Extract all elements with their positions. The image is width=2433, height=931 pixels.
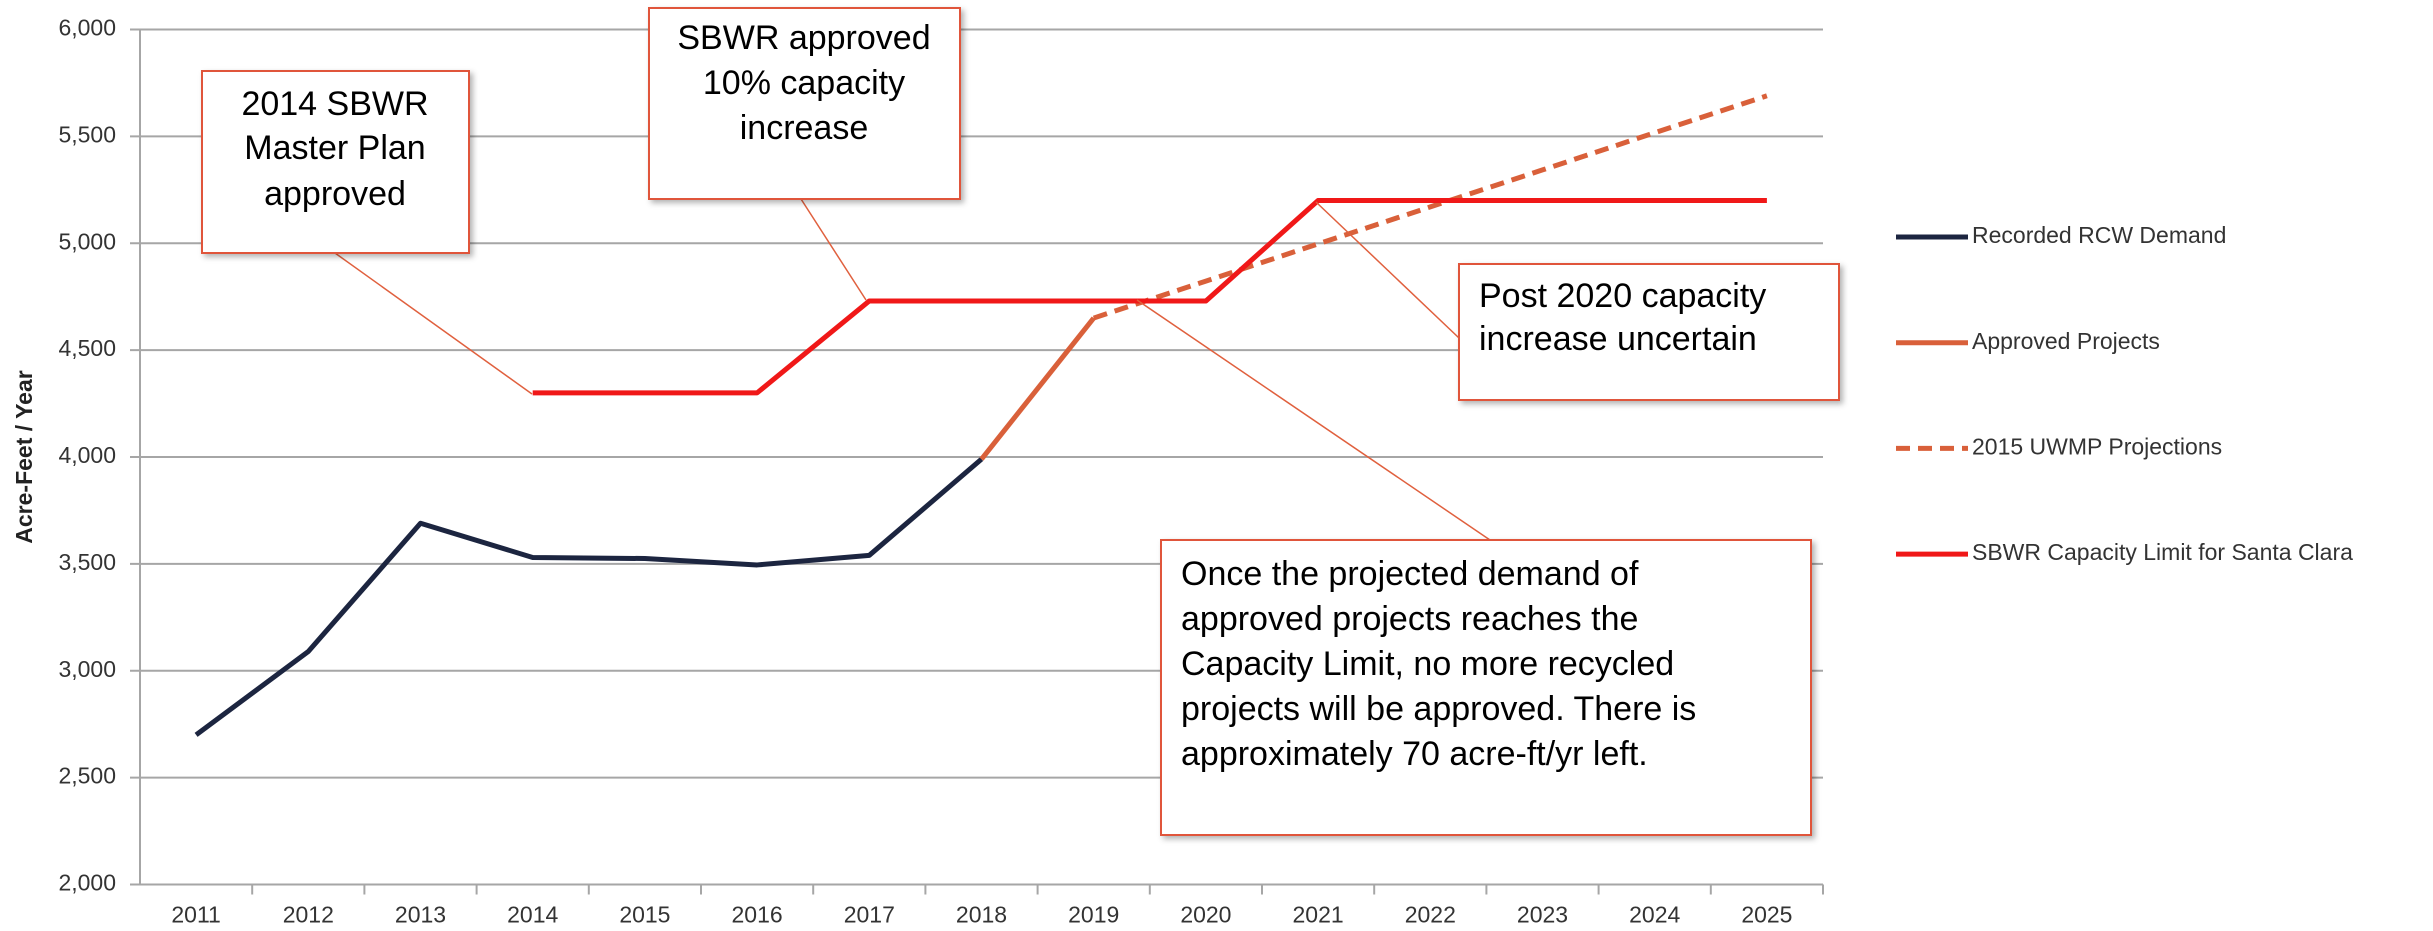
annotation-text: projects will be approved. There is	[1181, 690, 1696, 728]
x-tick-label: 2025	[1741, 902, 1792, 928]
y-tick-label: 2,500	[58, 763, 116, 789]
x-tick-label: 2016	[732, 902, 783, 928]
legend-label: 2015 UWMP Projections	[1972, 433, 2222, 459]
series-line	[194, 457, 984, 737]
annotation-text: Master Plan	[244, 129, 425, 167]
annotation-text: increase uncertain	[1479, 320, 1757, 358]
x-tick-label: 2012	[283, 902, 334, 928]
x-tick-label: 2018	[956, 902, 1007, 928]
annotation-text: Once the projected demand of	[1181, 555, 1639, 593]
y-tick-label: 6,000	[58, 15, 116, 41]
annotation-text: approximately 70 acre-ft/yr left.	[1181, 735, 1648, 773]
y-tick-label: 2,000	[58, 870, 116, 896]
annotation-leader	[800, 198, 867, 301]
series-line	[532, 198, 1767, 396]
legend-label: SBWR Capacity Limit for Santa Clara	[1972, 539, 2353, 565]
x-tick-label: 2017	[844, 902, 895, 928]
y-axis-label: Acre-Feet / Year	[11, 370, 37, 544]
x-tick-label: 2015	[619, 902, 670, 928]
y-tick-label: 3,500	[58, 549, 116, 575]
annotation-text: Capacity Limit, no more recycled	[1181, 645, 1674, 683]
x-tick-label: 2022	[1405, 902, 1456, 928]
annotation-text: 10% capacity	[703, 64, 905, 102]
series-line	[979, 316, 1096, 461]
legend-label: Approved Projects	[1972, 328, 2160, 354]
x-tick-label: 2019	[1068, 902, 1119, 928]
x-tick-label: 2020	[1180, 902, 1231, 928]
x-tick-label: 2021	[1293, 902, 1344, 928]
annotation-leader	[1315, 201, 1460, 339]
annotation-text: Post 2020 capacity	[1479, 277, 1766, 315]
annotation-leader	[334, 252, 533, 395]
annotation-text: 2014 SBWR	[241, 85, 428, 123]
x-tick-label: 2013	[395, 902, 446, 928]
annotation-box	[1458, 263, 1840, 401]
legend-label: Recorded RCW Demand	[1972, 222, 2226, 248]
annotation-box	[201, 70, 470, 254]
y-tick-label: 4,000	[58, 442, 116, 468]
annotation-box	[648, 7, 961, 200]
x-tick-label: 2014	[507, 902, 558, 928]
y-tick-label: 3,000	[58, 656, 116, 682]
annotation-box	[1160, 539, 1812, 836]
annotation-text: approved projects reaches the	[1181, 600, 1638, 638]
x-tick-label: 2023	[1517, 902, 1568, 928]
y-tick-label: 5,000	[58, 228, 116, 254]
annotation-text: SBWR approved	[677, 19, 930, 57]
series-line	[1092, 93, 1768, 321]
annotation-text: approved	[264, 175, 406, 213]
annotation-text: increase	[740, 109, 869, 147]
y-tick-label: 4,500	[58, 335, 116, 361]
x-tick-label: 2011	[171, 902, 220, 928]
y-tick-label: 5,500	[58, 121, 116, 147]
x-tick-label: 2024	[1629, 902, 1680, 928]
annotation-leader	[1136, 299, 1491, 541]
